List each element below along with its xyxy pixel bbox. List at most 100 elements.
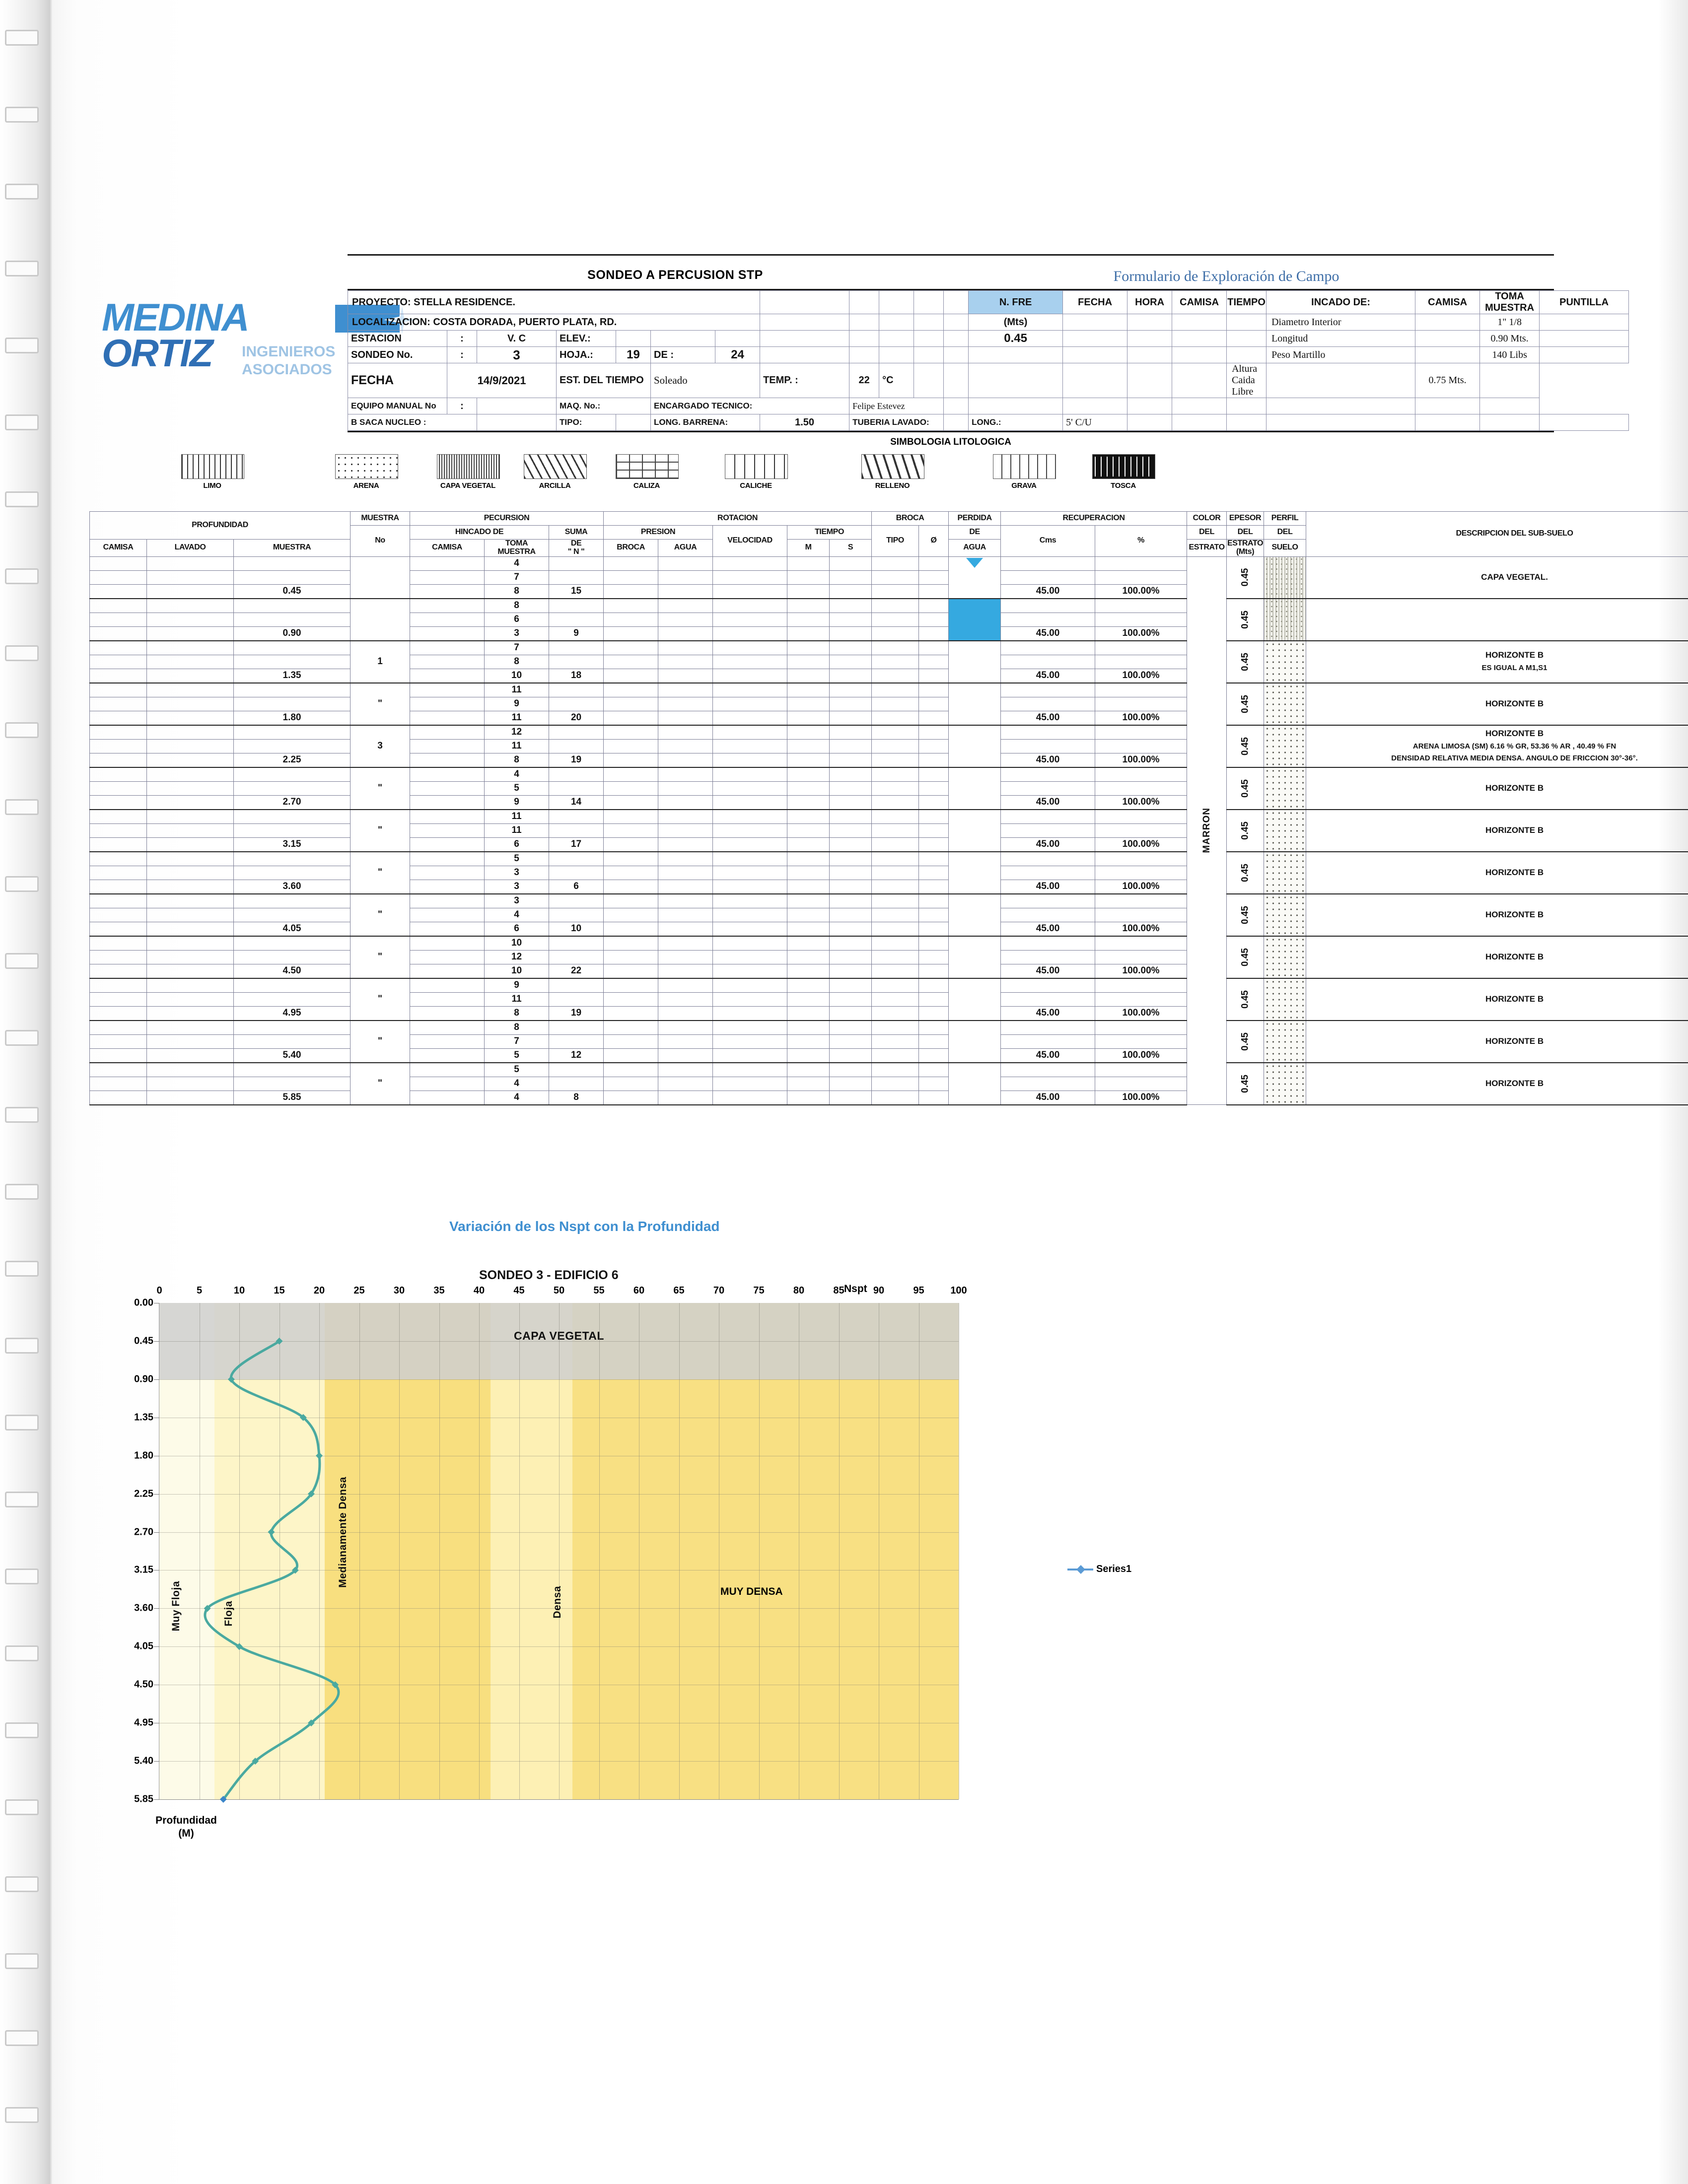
arcilla-symbol-icon [524,454,587,479]
chart-xtick-label: 5 [196,1285,203,1296]
cell-rec-cms [1000,556,1096,571]
arcilla-label: ARCILLA [539,481,571,490]
equipo-colon: : [447,398,477,414]
hdr-epesor-2: DEL [1226,525,1265,540]
cell-rec-cms [1000,851,1096,866]
hdr-epesor-3a: ESTRATO [1227,539,1264,547]
cell-rec-pct [1095,725,1188,740]
table-row: 3 12 0.45 HORIZONTE B ARENA LIMOSA (SM) 6.16… [89,725,1688,768]
cell-profundidad [233,696,351,711]
chart-xtick-label: 15 [274,1285,285,1296]
cell-rec-cms [1000,809,1096,824]
binder-hole [5,1107,39,1123]
table-row: 12 [89,950,1688,964]
chart-xtick-label: 95 [913,1285,924,1296]
equip-value-2: 140 Libs [1479,346,1540,363]
cell-n-value [549,809,604,824]
nspt-point [307,1490,315,1498]
cell-rec-pct [1095,1020,1188,1035]
binder-hole [5,2030,39,2046]
cell-rec-pct: 100.00% [1095,626,1188,641]
cell-n-value [549,640,604,655]
cell-profundidad [233,893,351,908]
cell-blow: 8 [484,1006,550,1021]
cell-rec-pct: 100.00% [1095,795,1188,810]
chart-ytick-mark [154,1379,159,1380]
chart-hgridline [159,1379,959,1380]
table-row: 5 [89,781,1688,796]
chart-vgridline [839,1303,840,1799]
chart-ytick-label: 4.95 [134,1717,153,1728]
cell-blow: 8 [484,1020,550,1035]
cell-blow: 11 [484,682,550,697]
cell-n-value [549,739,604,753]
caliza-symbol-icon [616,454,679,479]
fecha-label: FECHA [348,363,447,398]
binder-hole [5,30,39,46]
table-row: " 11 0.45 HORIZONTE B [89,682,1688,726]
table-row: 5.40 5 12 45.00 100.00% [89,1048,1688,1063]
chart-title: Variación de los Nspt con la Profundidad [449,1219,720,1234]
cell-rec-pct [1095,767,1188,782]
capa-vegetal-symbol-icon [437,454,500,479]
cell-rec-cms: 45.00 [1000,1006,1096,1021]
cell-blow: 9 [484,795,550,810]
cell-perfil-suelo [1264,893,1307,937]
chart-legend: Series1 [1067,1564,1131,1575]
maq-label: MAQ. No.: [556,398,651,414]
hdr-rotacion: ROTACION [603,511,872,526]
table-row: 2.70 9 14 45.00 100.00% [89,795,1688,810]
chart-ytick-label: 0.00 [134,1297,153,1308]
cell-n-value [549,950,604,964]
cell-blow: 8 [484,752,550,768]
chart-xtick-label: 70 [713,1285,725,1296]
chart-hgridline [159,1532,959,1533]
table-row: 3.60 3 6 45.00 100.00% [89,879,1688,894]
binder-edge [0,0,52,2184]
arena-label: ARENA [353,481,379,490]
nfre-unit: (Mts) [968,314,1063,331]
chart-ytick-label: 5.40 [134,1755,153,1767]
cell-blow: 8 [484,654,550,669]
cell-blow: 11 [484,809,550,824]
cell-rec-pct [1095,1062,1188,1077]
cell-profundidad [233,1076,351,1091]
cell-profundidad [233,950,351,964]
col-camisa: CAMISA [1172,290,1227,314]
sondeo-title: SONDEO A PERCUSION STP [587,268,763,282]
cell-rec-cms: 45.00 [1000,963,1096,979]
cell-descripcion: CAPA VEGETAL. [1306,556,1688,599]
cell-profundidad: 4.05 [233,921,351,937]
table-row: 11 [89,992,1688,1007]
table-row: " 5 0.45 HORIZONTE B [89,851,1688,894]
binder-hole [5,184,39,200]
table-row: 8 0.45 [89,598,1688,641]
chart-vgridline [439,1303,440,1799]
cell-rec-pct: 100.00% [1095,837,1188,852]
chart-xtick-label: 50 [553,1285,565,1296]
cell-n-value [549,725,604,740]
cell-rec-pct [1095,809,1188,824]
temp-unit: °C [879,363,914,398]
table-row: 7 [89,570,1688,585]
cell-rec-pct [1095,851,1188,866]
cell-profundidad: 3.15 [233,837,351,852]
equip-label-1: Longitud [1266,330,1416,347]
cell-muestra-no: " [350,936,411,979]
hoja-value: 19 [616,346,651,363]
cell-blow: 3 [484,626,550,641]
hdr-percusion: PECURSION [410,511,604,526]
cell-rec-cms: 45.00 [1000,1048,1096,1063]
equip-value-0: 1" 1/8 [1479,314,1540,331]
cell-perfil-suelo [1264,640,1307,683]
cell-blow: 4 [484,1076,550,1091]
legend-marker-icon [1067,1565,1093,1574]
chart-ytick-mark [154,1799,159,1800]
cell-n-value: 9 [549,626,604,641]
cell-profundidad [233,907,351,922]
cell-rec-pct: 100.00% [1095,1048,1188,1063]
cell-blow: 6 [484,837,550,852]
binder-hole [5,338,39,353]
hdr-suma-n: DE " N " [549,539,604,557]
hdr-epesor-4: (Mts) [1236,547,1255,556]
